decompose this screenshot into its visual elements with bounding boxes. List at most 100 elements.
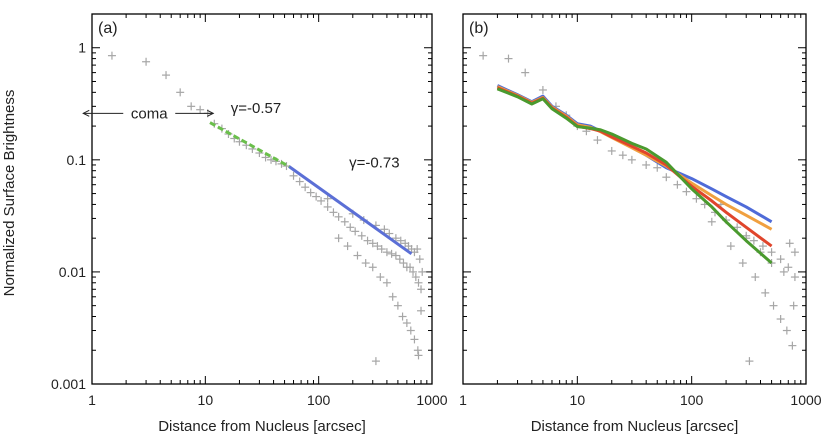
data-point: [414, 278, 423, 287]
series-line: [496, 86, 773, 248]
x-tick-label: 1000: [416, 392, 447, 408]
data-point: [346, 223, 355, 232]
annotation-slope: γ=-0.73: [349, 154, 399, 171]
plot-frame: [91, 13, 433, 385]
data-point: [395, 255, 404, 264]
data-point: [776, 315, 785, 324]
data-point: [351, 227, 360, 236]
data-point: [761, 288, 770, 297]
data-point: [357, 231, 366, 240]
data-point: [642, 160, 651, 169]
data-point: [371, 357, 380, 366]
data-point: [726, 242, 735, 251]
data-point: [692, 194, 701, 203]
left-arrow-icon: [82, 109, 124, 117]
data-point: [414, 351, 423, 360]
data-point: [323, 194, 332, 203]
data-point: [107, 51, 116, 60]
data-point: [789, 301, 798, 310]
data-point: [162, 71, 171, 80]
data-point: [380, 225, 389, 234]
data-point: [784, 263, 793, 272]
data-point: [538, 85, 547, 94]
data-point: [396, 236, 405, 245]
annotation-slope: γ=-0.57: [231, 100, 281, 117]
data-point: [363, 236, 372, 245]
data-point: [399, 259, 408, 268]
data-point: [593, 136, 602, 145]
data-point: [373, 242, 382, 251]
x-tick-label: 10: [198, 392, 214, 408]
data-point: [662, 173, 671, 182]
data-point: [142, 57, 151, 66]
annotation-coma: coma: [131, 105, 168, 122]
data-point: [368, 263, 377, 272]
x-tick-label: 10: [570, 392, 586, 408]
data-point: [745, 357, 754, 366]
data-point: [196, 105, 205, 114]
data-point: [388, 292, 397, 301]
data-point: [406, 263, 415, 272]
data-point: [782, 326, 791, 335]
data-point: [329, 208, 338, 217]
data-point: [382, 278, 391, 287]
data-point: [417, 285, 426, 294]
data-point: [785, 239, 794, 248]
data-point: [618, 151, 627, 160]
x-axis-title: Distance from Nucleus [arcsec]: [158, 418, 366, 435]
data-point: [415, 255, 424, 264]
data-point: [393, 301, 402, 310]
data-point: [368, 239, 377, 248]
data-point: [790, 248, 799, 257]
series-line: [209, 121, 290, 168]
data-point: [317, 196, 326, 205]
x-tick-label: 1: [88, 392, 96, 408]
y-tick-label: 0.01: [59, 264, 86, 280]
data-point: [776, 255, 785, 264]
data-point: [334, 234, 343, 243]
data-point: [353, 251, 362, 260]
data-point: [391, 251, 400, 260]
data-point: [301, 183, 310, 192]
x-tick-label: 100: [680, 392, 704, 408]
y-axis-title: Normalized Surface Brightness: [1, 90, 18, 297]
data-point: [382, 248, 391, 257]
data-point: [607, 146, 616, 155]
data-point: [790, 273, 799, 282]
data-point: [176, 88, 185, 97]
data-point: [409, 267, 418, 276]
x-tick-label: 1: [459, 392, 467, 408]
data-point: [334, 212, 343, 221]
series-line: [496, 84, 773, 224]
data-point: [504, 54, 513, 63]
x-tick-label: 1000: [790, 392, 821, 408]
series-line: [496, 87, 773, 265]
data-point: [406, 326, 415, 335]
right-arrow-icon: [175, 109, 215, 117]
data-point: [733, 223, 742, 232]
data-point: [767, 248, 776, 257]
data-point: [410, 335, 419, 344]
data-point: [411, 273, 420, 282]
x-tick-label: 100: [307, 392, 331, 408]
data-point: [295, 177, 304, 186]
data-point: [627, 155, 636, 164]
data-point: [479, 51, 488, 60]
data-point: [418, 267, 427, 276]
series-line: [496, 85, 773, 231]
data-point: [387, 249, 396, 258]
data-point: [187, 102, 196, 111]
data-point: [361, 259, 370, 268]
data-point: [653, 163, 662, 172]
data-point: [738, 259, 747, 268]
data-point: [673, 180, 682, 189]
data-point: [267, 155, 276, 164]
data-point: [521, 68, 530, 77]
panel-label: (a): [98, 20, 118, 37]
data-point: [323, 202, 332, 211]
data-point: [413, 346, 422, 355]
data-point: [767, 259, 776, 268]
data-point: [413, 245, 422, 254]
data-point: [707, 217, 716, 226]
